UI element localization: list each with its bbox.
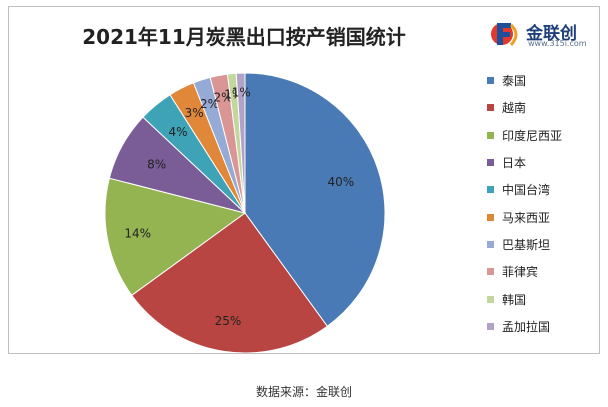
legend-label: 孟加拉国 xyxy=(502,319,551,334)
legend-swatch xyxy=(487,322,494,330)
legend-item: 印度尼西亚 xyxy=(487,122,597,149)
data-label-1: 40% xyxy=(328,175,355,189)
legend-item: 日本 xyxy=(487,149,597,176)
legend-label: 越南 xyxy=(502,101,527,116)
chart-frame: 2021年11月炭黑出口按产销国统计 金联创 www.315i.com 40% 2… xyxy=(8,6,600,354)
legend-item: 中国台湾 xyxy=(487,176,597,203)
legend-item: 巴基斯坦 xyxy=(487,231,597,258)
legend-swatch xyxy=(487,131,494,139)
legend-swatch xyxy=(487,213,494,221)
legend-item: 越南 xyxy=(487,94,597,121)
legend-swatch xyxy=(487,159,494,167)
logo-url: www.315i.com xyxy=(528,39,587,48)
chart-title: 2021年11月炭黑出口按产销国统计 xyxy=(82,25,406,49)
logo-name: 金联创 xyxy=(526,24,577,44)
data-label-5: 4% xyxy=(169,125,188,139)
legend-swatch xyxy=(487,104,494,112)
brand-logo: 金联创 www.315i.com xyxy=(489,17,599,51)
pie-slice-10 xyxy=(235,72,246,214)
legend-item: 孟加拉国 xyxy=(487,313,597,340)
legend-label: 马来西亚 xyxy=(502,210,551,225)
legend-swatch xyxy=(487,240,494,248)
data-label-8: 2% xyxy=(213,90,232,104)
data-label-10: 1% xyxy=(232,86,251,100)
legend-item: 泰国 xyxy=(487,67,597,94)
legend-label: 巴基斯坦 xyxy=(502,237,551,252)
logo-mark-icon xyxy=(491,23,518,47)
data-label-3: 14% xyxy=(124,226,151,240)
legend-swatch xyxy=(487,268,494,276)
pie-slice-2 xyxy=(131,212,328,353)
legend-label: 中国台湾 xyxy=(502,183,551,198)
legend-swatch xyxy=(487,186,494,194)
chart-legend: 泰国越南印度尼西亚日本中国台湾马来西亚巴基斯坦菲律宾韩国孟加拉国 xyxy=(487,67,597,340)
legend-swatch xyxy=(487,77,494,85)
data-label-7: 2% xyxy=(200,97,219,111)
legend-item: 菲律宾 xyxy=(487,258,597,285)
legend-item: 马来西亚 xyxy=(487,203,597,230)
data-label-6: 3% xyxy=(185,106,204,120)
data-label-2: 25% xyxy=(215,314,242,328)
legend-swatch xyxy=(487,295,494,303)
data-label-4: 8% xyxy=(147,157,166,171)
legend-label: 菲律宾 xyxy=(502,265,539,280)
source-note: 数据来源：金联创 xyxy=(255,385,352,399)
legend-label: 韩国 xyxy=(502,292,527,307)
legend-item: 韩国 xyxy=(487,285,597,312)
pie-chart: 40%25%14%8%4%3%2%2%1%1% xyxy=(104,72,386,353)
legend-label: 印度尼西亚 xyxy=(502,128,563,143)
legend-label: 泰国 xyxy=(502,74,527,89)
pie-slice-1 xyxy=(244,72,386,327)
pie-slice-3 xyxy=(104,177,247,296)
legend-label: 日本 xyxy=(502,156,527,171)
